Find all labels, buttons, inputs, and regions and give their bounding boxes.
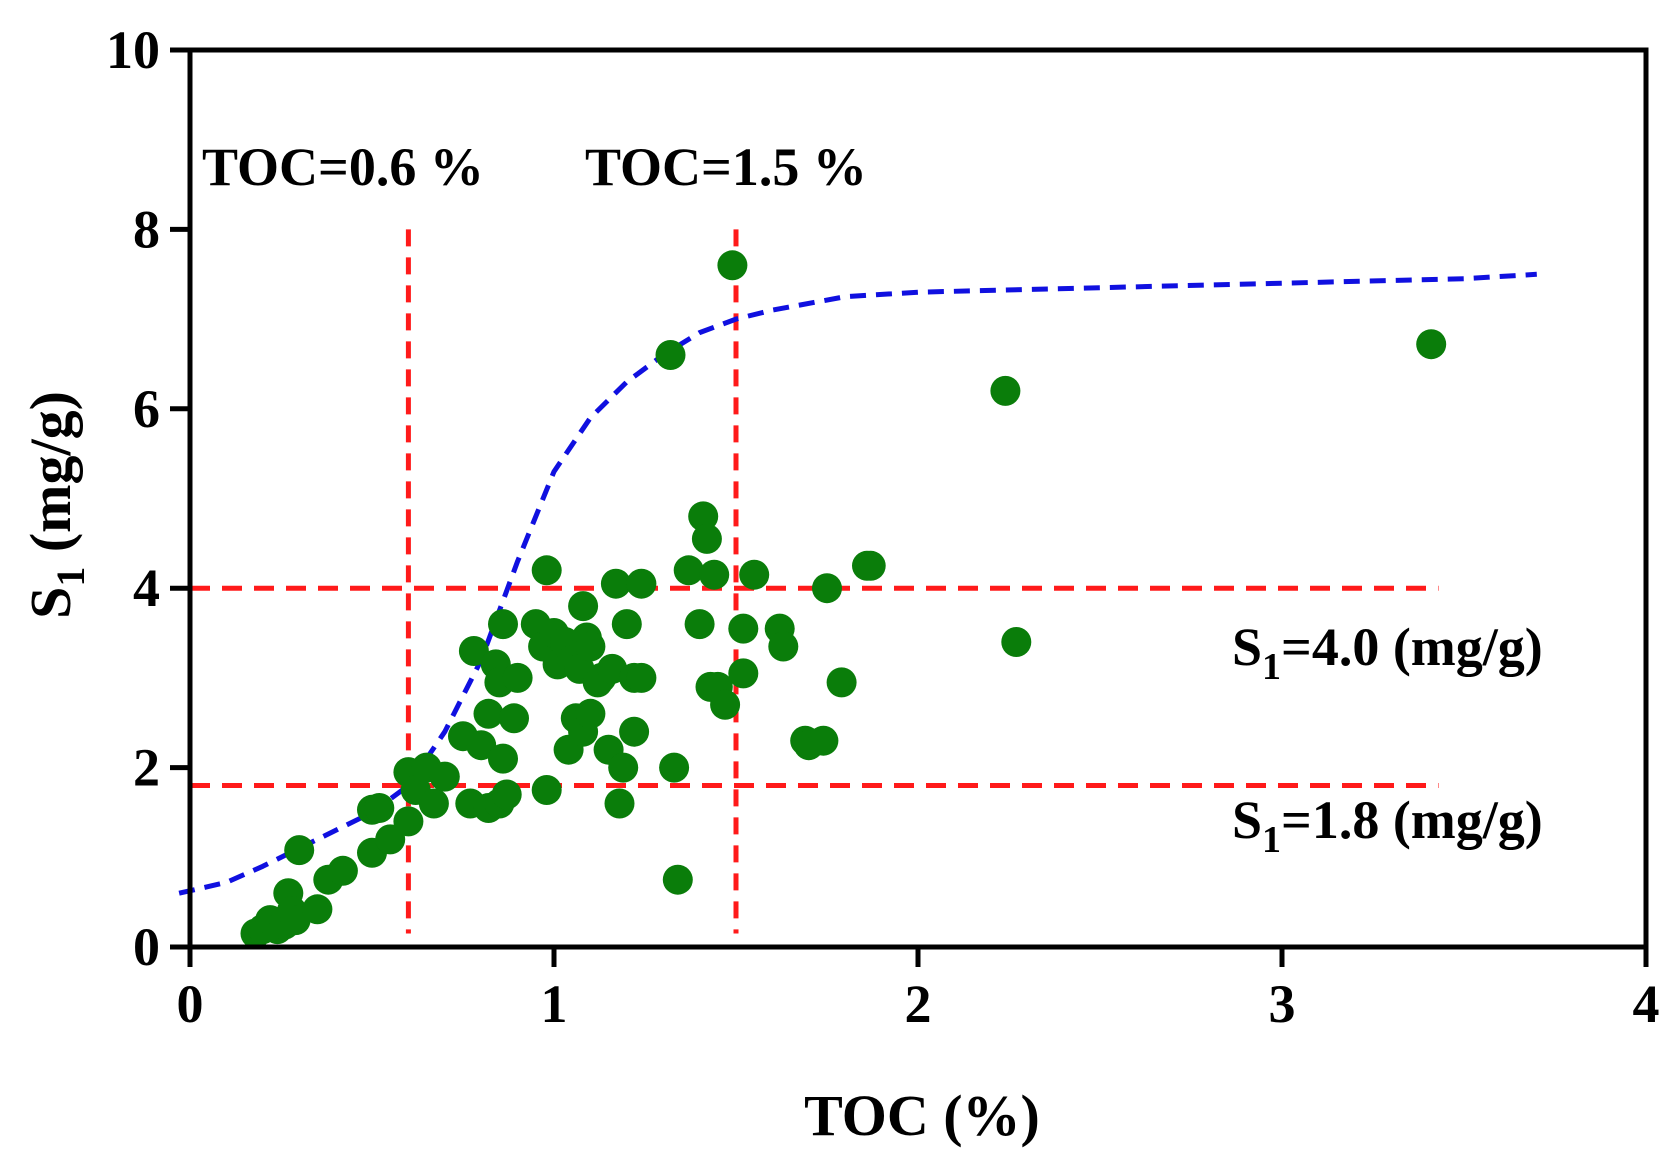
threshold-label-toc-0: TOC=0.6 % (202, 137, 484, 197)
data-point (575, 631, 606, 662)
y-tick-label: 8 (133, 199, 160, 259)
threshold-label-toc-1: TOC=1.5 % (585, 137, 867, 197)
y-tick-label: 2 (133, 738, 160, 798)
data-point (691, 523, 722, 554)
data-point (531, 555, 562, 586)
y-axis-label-sub: 1 (48, 567, 93, 587)
x-tick-label: 4 (1633, 974, 1660, 1034)
threshold-labels: TOC=0.6 % TOC=1.5 % S1=4.0 (mg/g) S1=1.8 (m… (202, 137, 1543, 861)
data-point (739, 559, 770, 590)
data-point (491, 779, 522, 810)
data-point (728, 658, 759, 689)
data-point (499, 703, 529, 734)
data-point (473, 698, 504, 729)
data-point (728, 613, 759, 644)
data-point (855, 550, 886, 581)
data-point (488, 743, 518, 774)
y-tick-label: 6 (133, 379, 160, 439)
data-point (1416, 329, 1447, 360)
data-point (568, 591, 599, 622)
data-point (626, 568, 657, 599)
x-axis-label: TOC (%) (804, 1083, 1040, 1148)
data-point (502, 662, 533, 693)
data-point (688, 501, 719, 532)
axes: 0 1 2 3 4 0 2 4 6 8 10 (106, 20, 1660, 1034)
data-point (619, 716, 650, 747)
data-point (699, 559, 730, 590)
y-tick-label: 0 (133, 917, 160, 977)
data-point (466, 730, 497, 761)
data-point (575, 698, 606, 729)
data-point (302, 894, 333, 925)
data-point (990, 375, 1021, 406)
data-point (327, 855, 358, 886)
data-point (458, 636, 489, 666)
data-point (659, 752, 690, 783)
y-axis-label-main: S (18, 587, 83, 619)
threshold-label-s1-0: S1=4.0 (mg/g) (1232, 617, 1543, 688)
data-point (673, 555, 704, 586)
x-tick-label: 0 (177, 974, 204, 1034)
data-point (655, 340, 686, 370)
data-point (284, 835, 315, 866)
data-point (418, 788, 449, 819)
data-point (393, 806, 424, 837)
data-point (812, 573, 842, 604)
data-point (611, 609, 642, 640)
data-point (662, 864, 693, 895)
x-tick-label: 3 (1269, 974, 1296, 1034)
y-tick-label: 10 (106, 20, 160, 80)
x-tick-label: 1 (541, 974, 568, 1034)
y-axis-label-rest: (mg/g) (18, 391, 83, 567)
data-point (626, 662, 657, 693)
threshold-label-s1-1: S1=1.8 (mg/g) (1232, 790, 1543, 861)
data-point (364, 793, 395, 823)
data-point (684, 609, 715, 640)
data-point (1001, 627, 1032, 657)
data-point (808, 725, 839, 756)
data-point (768, 631, 799, 662)
data-point (488, 609, 518, 640)
x-tick-label: 2 (905, 974, 932, 1034)
data-point (608, 752, 639, 783)
data-point (604, 788, 635, 819)
data-point (531, 775, 562, 805)
y-tick-label: 4 (133, 558, 160, 618)
data-point (710, 689, 741, 720)
data-point (717, 250, 748, 281)
data-points (240, 250, 1447, 949)
data-point (826, 667, 857, 698)
data-point (429, 761, 460, 792)
data-point (600, 568, 631, 599)
y-axis-label: S1 (mg/g) (18, 391, 93, 619)
